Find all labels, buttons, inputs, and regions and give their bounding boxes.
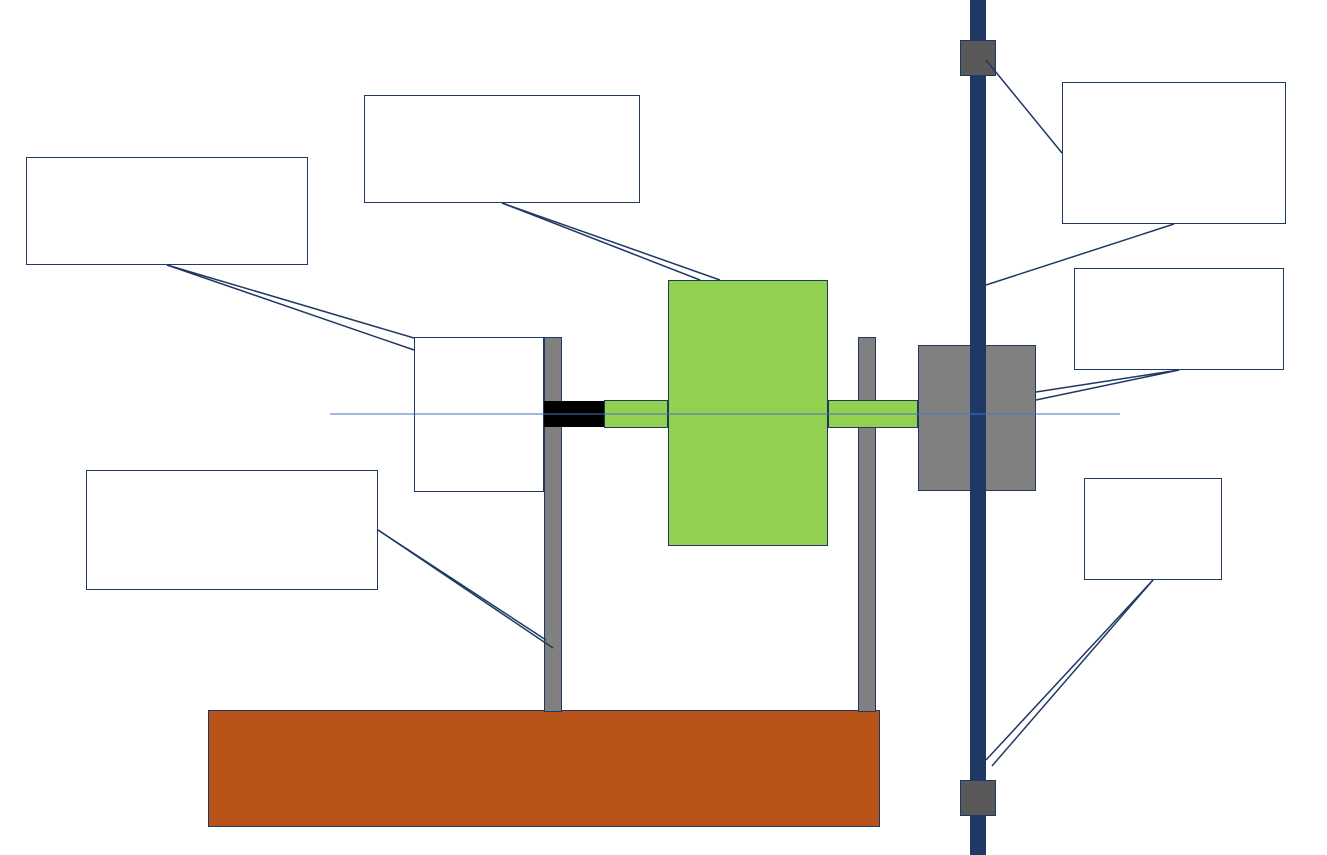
rod-collar-top [960,40,996,76]
stand-right [858,337,876,712]
callout-5 [86,470,378,590]
flywheel [668,280,828,546]
callout-3 [1062,82,1286,224]
rod [970,0,986,855]
callout-4 [1074,268,1284,370]
callout-1 [26,157,308,265]
callout-2 [364,95,640,203]
base-plate [208,710,880,827]
callout-6 [1084,478,1222,580]
rod-collar-bottom [960,780,996,816]
stand-left [544,337,562,712]
motor-shaft [544,401,604,427]
motor-body [414,337,544,492]
shaft-right [828,400,918,428]
shaft-left [604,400,668,428]
